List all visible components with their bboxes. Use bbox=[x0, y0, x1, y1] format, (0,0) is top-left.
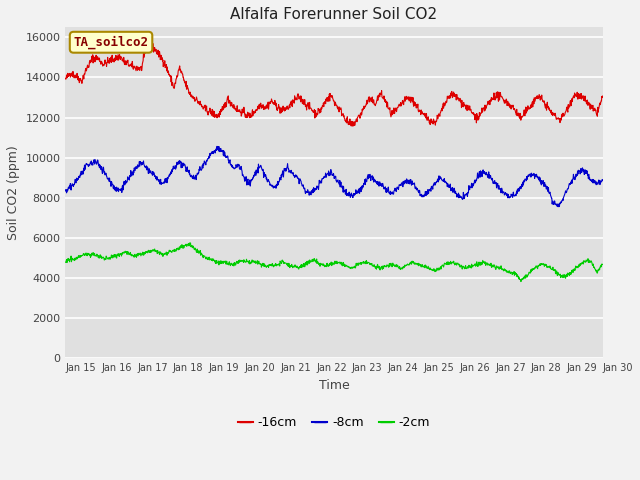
X-axis label: Time: Time bbox=[319, 379, 349, 392]
Line: -2cm: -2cm bbox=[65, 243, 602, 282]
Legend: -16cm, -8cm, -2cm: -16cm, -8cm, -2cm bbox=[233, 411, 435, 434]
-2cm bbox=[187, 240, 195, 246]
-16cm bbox=[348, 123, 356, 129]
Text: TA_soilco2: TA_soilco2 bbox=[74, 36, 148, 49]
Line: -8cm: -8cm bbox=[65, 146, 602, 207]
-8cm bbox=[181, 162, 189, 168]
-8cm bbox=[535, 174, 543, 180]
-2cm bbox=[488, 264, 495, 270]
Y-axis label: Soil CO2 (ppm): Soil CO2 (ppm) bbox=[7, 145, 20, 240]
Title: Alfalfa Forerunner Soil CO2: Alfalfa Forerunner Soil CO2 bbox=[230, 7, 438, 22]
-8cm bbox=[418, 192, 426, 197]
-8cm bbox=[61, 188, 69, 194]
-2cm bbox=[168, 250, 176, 255]
-16cm bbox=[241, 114, 249, 120]
-8cm bbox=[168, 167, 176, 173]
-16cm bbox=[182, 80, 189, 85]
-2cm bbox=[241, 259, 249, 265]
-2cm bbox=[517, 279, 525, 285]
-16cm bbox=[168, 80, 176, 86]
-2cm bbox=[418, 264, 426, 269]
-8cm bbox=[598, 177, 606, 183]
Line: -16cm: -16cm bbox=[65, 42, 602, 126]
-16cm bbox=[488, 96, 496, 102]
-2cm bbox=[536, 263, 543, 268]
-16cm bbox=[598, 93, 606, 99]
-16cm bbox=[418, 108, 426, 114]
-8cm bbox=[241, 178, 249, 184]
-2cm bbox=[598, 262, 606, 267]
-2cm bbox=[181, 243, 189, 249]
-8cm bbox=[555, 204, 563, 210]
-16cm bbox=[536, 92, 543, 98]
-16cm bbox=[61, 76, 69, 82]
-8cm bbox=[213, 144, 221, 149]
-8cm bbox=[488, 177, 495, 183]
-16cm bbox=[144, 39, 152, 45]
-2cm bbox=[61, 259, 69, 265]
